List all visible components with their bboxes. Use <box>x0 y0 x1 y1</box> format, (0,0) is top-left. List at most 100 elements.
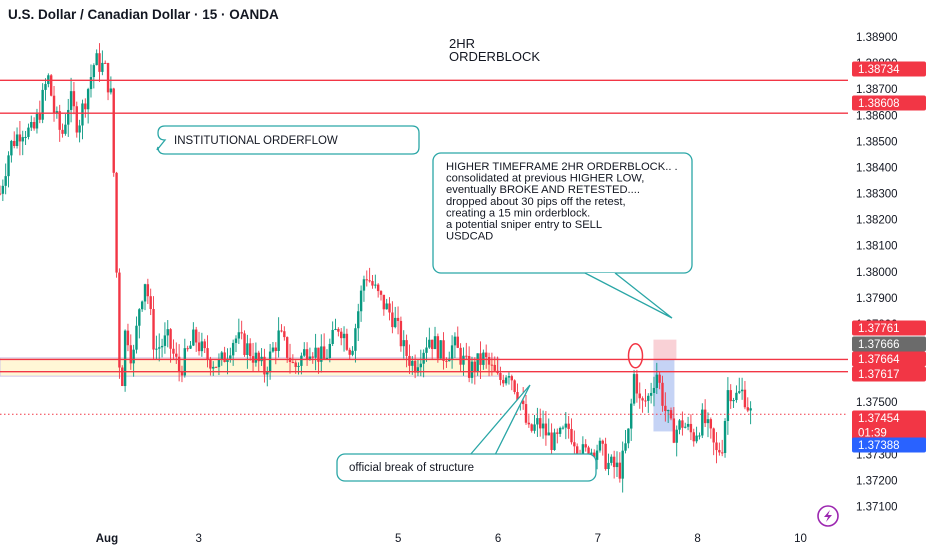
candle-body <box>726 390 730 421</box>
candle-body <box>92 65 96 78</box>
candle-body <box>297 365 300 367</box>
candle-body <box>664 405 667 412</box>
candle-body <box>371 281 374 286</box>
x-tick-label: Aug <box>96 533 118 545</box>
y-tick-label: 1.37500 <box>856 397 898 409</box>
candle-body <box>359 290 363 312</box>
break-callout[interactable] <box>336 453 597 482</box>
price-badge-label: 1.37664 <box>858 354 900 366</box>
candle-body <box>143 284 147 302</box>
chart-title: U.S. Dollar / Canadian Dollar · 15 · OAN… <box>8 7 279 22</box>
price-badge-1.37761 <box>852 320 926 336</box>
candle-body <box>669 410 673 419</box>
candle-body <box>277 330 280 351</box>
candle-body <box>641 398 644 401</box>
candle-body <box>240 332 243 334</box>
candle-body <box>354 328 357 351</box>
candle-body <box>567 423 570 429</box>
price-badge-label: 1.37761 <box>858 323 900 335</box>
candle-body <box>416 367 420 373</box>
candle-body <box>689 423 693 433</box>
candle-body <box>527 422 531 425</box>
price-badge-label: 1.37454 <box>858 413 900 425</box>
candle-body <box>536 418 539 425</box>
countdown-label: 01:39 <box>858 428 887 440</box>
candle-body <box>254 352 258 363</box>
candle-body <box>67 109 70 125</box>
candle-body <box>738 391 741 393</box>
orderflow-callout[interactable] <box>156 125 420 155</box>
candle-body <box>396 317 400 321</box>
higher-tf-pointer <box>584 272 673 319</box>
candle-body <box>436 336 440 359</box>
candle-body <box>155 348 158 350</box>
candle-body <box>132 349 135 364</box>
candle-body <box>382 294 386 310</box>
candle-body <box>194 329 198 343</box>
candle-body <box>735 392 738 401</box>
candle-body <box>362 279 366 291</box>
candle-body <box>69 91 73 110</box>
candle-body <box>311 356 314 358</box>
x-tick-label: 3 <box>196 533 202 545</box>
candle-body <box>41 89 44 120</box>
candle-body <box>0 193 2 195</box>
higher-tf-callout[interactable] <box>432 152 693 274</box>
candle-body <box>158 347 161 349</box>
candle-body <box>666 410 670 412</box>
candle-body <box>237 332 241 339</box>
y-tick-label: 1.38300 <box>856 189 898 201</box>
lightning-icon[interactable] <box>817 505 839 527</box>
candle-body <box>453 336 457 346</box>
candle-body <box>581 444 585 457</box>
candle-body <box>283 331 286 338</box>
candle-body <box>462 355 465 365</box>
candle-body <box>718 450 721 453</box>
candle-body <box>573 442 576 447</box>
candle-body <box>601 440 604 444</box>
candle-body <box>38 113 42 120</box>
candle-body <box>285 337 289 358</box>
candle-body <box>320 346 323 362</box>
candle-body <box>342 333 346 339</box>
candle-body <box>649 392 653 396</box>
candle-body <box>280 330 283 332</box>
break-pointer <box>469 384 531 456</box>
candle-body <box>615 462 619 468</box>
higher-tf-text: HIGHER TIMEFRAME 2HR ORDERBLOCK.. . conso… <box>446 161 678 243</box>
candle-body <box>507 376 511 378</box>
candle-body <box>612 456 616 468</box>
candle-body <box>186 348 189 350</box>
candle-body <box>246 343 249 355</box>
y-tick-label: 1.38400 <box>856 162 898 174</box>
candle-body <box>49 75 53 96</box>
candle-body <box>291 361 295 363</box>
candle-body <box>115 172 118 273</box>
candle-body <box>271 347 275 352</box>
candle-body <box>550 432 553 451</box>
candle-body <box>89 77 93 90</box>
candle-body <box>365 279 368 281</box>
candle-body <box>249 343 252 357</box>
candle-body <box>487 357 491 365</box>
y-tick-label: 1.38700 <box>856 84 898 96</box>
candle-body <box>433 336 437 350</box>
candle-body <box>10 140 13 156</box>
candle-body <box>388 303 391 313</box>
price-badge-1.37617 <box>852 366 926 382</box>
candle-body <box>556 432 559 434</box>
candle-body <box>18 134 22 142</box>
y-tick-label: 1.37900 <box>856 293 898 305</box>
candle-body <box>408 355 411 366</box>
candle-body <box>266 372 269 375</box>
candle-body <box>112 88 115 173</box>
candle-body <box>530 424 533 431</box>
candle-body <box>604 443 607 470</box>
candle-body <box>715 442 718 451</box>
candle-body <box>524 404 528 423</box>
candle-body <box>405 340 408 356</box>
y-tick-label: 1.37100 <box>856 502 898 514</box>
candle-body <box>627 428 630 444</box>
